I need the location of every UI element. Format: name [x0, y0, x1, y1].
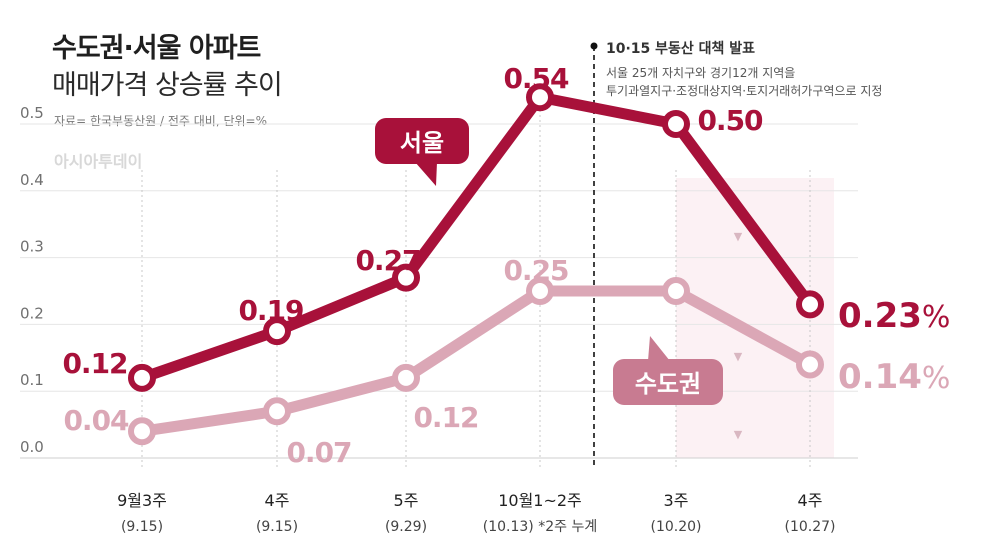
x-tick-date: (10.27) — [784, 519, 835, 535]
data-point — [263, 317, 291, 346]
band-arrow-3: ▼ — [734, 428, 743, 441]
event-title: 10·15 부동산 대책 발표 — [606, 41, 756, 57]
legend-label-seoul: 서울 — [400, 129, 444, 157]
data-label-capital-area: 0.07 — [286, 436, 351, 469]
event-desc-line1: 서울 25개 자치구와 경기12개 지역을 — [606, 66, 796, 80]
data-point — [526, 277, 554, 305]
x-tick-date: (10.13) *2주 누계 — [483, 519, 597, 535]
y-tick-label: 0.3 — [20, 238, 44, 256]
data-point — [128, 417, 156, 446]
x-tick-label: 10월1~2주 — [498, 491, 582, 510]
y-tick-label: 0.2 — [20, 304, 44, 322]
data-label-capital-area: 0.12 — [413, 401, 478, 434]
y-tick-label: 0.0 — [20, 438, 44, 456]
y-tick-label: 0.4 — [20, 171, 44, 189]
x-tick-date: (9.29) — [385, 519, 427, 535]
data-label-seoul: 0.50 — [697, 104, 763, 137]
legend-callout-capital-area — [613, 359, 723, 405]
legend-callout-seoul — [375, 118, 469, 164]
band-arrow-1: ▼ — [734, 230, 743, 243]
data-point — [128, 363, 156, 392]
data-label-seoul: 0.12 — [62, 347, 127, 380]
y-tick-label: 0.5 — [20, 104, 44, 122]
brand-watermark: 아시아투데이 — [54, 152, 143, 171]
data-label-seoul-last: 0.23% — [838, 296, 950, 336]
event-marker-dot — [590, 42, 598, 50]
data-label-capital-area: 0.04 — [63, 404, 129, 437]
legend-callout-capital-area-tail — [648, 336, 670, 361]
x-tick-label: 3주 — [664, 491, 689, 510]
data-label-capital-area-last: 0.14% — [838, 357, 950, 397]
x-tick-label: 9월3주 — [117, 491, 167, 510]
legend-label-capital-area: 수도권 — [635, 370, 701, 398]
band-arrow-2: ▼ — [734, 350, 743, 363]
chart-subtitle: 매매가격 상승률 추이 — [52, 70, 283, 101]
data-label-seoul: 0.19 — [238, 294, 303, 327]
data-point — [392, 363, 420, 392]
legend-callout-seoul-tail — [415, 162, 437, 186]
x-tick-label: 4주 — [265, 491, 290, 510]
data-point — [796, 290, 824, 319]
data-point — [392, 263, 420, 292]
series-line-capital-area — [136, 285, 816, 437]
data-label-seoul: 0.54 — [503, 62, 569, 95]
series-line-seoul — [136, 91, 816, 384]
data-label-seoul: 0.27 — [355, 244, 420, 277]
data-label-capital-area: 0.25 — [503, 254, 568, 287]
x-tick-label: 4주 — [798, 491, 823, 510]
x-tick-date: (9.15) — [121, 519, 163, 535]
x-tick-date: (9.15) — [256, 519, 298, 535]
data-point — [662, 277, 690, 305]
data-point — [796, 350, 824, 379]
chart-title: 수도권·서울 아파트 — [52, 33, 261, 64]
data-point — [263, 397, 291, 426]
data-point — [526, 83, 554, 112]
event-desc-line2: 투기과열지구·조정대상지역·토지거래허가구역으로 지정 — [606, 84, 883, 98]
x-tick-label: 5주 — [394, 491, 419, 510]
y-tick-label: 0.1 — [20, 371, 44, 389]
x-tick-date: (10.20) — [650, 519, 701, 535]
data-point — [662, 110, 690, 138]
